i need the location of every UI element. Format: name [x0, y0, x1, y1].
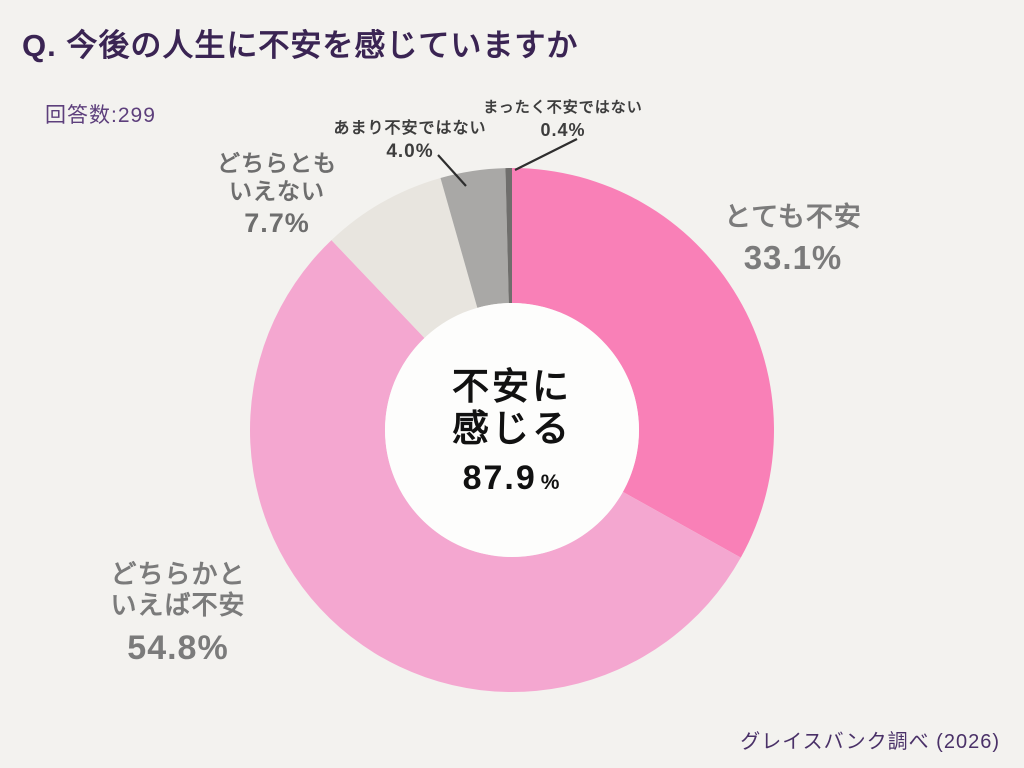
donut-slice-4 [505, 167, 512, 304]
donut-slice-0 [512, 168, 774, 558]
source-credit: グレイスバンク調べ (2026) [740, 731, 1000, 753]
donut-slice-1 [249, 240, 741, 693]
slice-value-text: 7.7% [244, 208, 310, 239]
slice-label-text: まったく不安ではない [483, 99, 643, 116]
slice-label-somewhat-anxious: どちらかと いえば不安 54.8% [110, 559, 245, 668]
slice-value-text: 4.0% [386, 141, 434, 163]
leader-line-not-very-anxious [437, 154, 467, 187]
donut-hole [385, 303, 639, 557]
slice-label-text: いえば不安 [110, 590, 246, 621]
donut-center-summary: 不安に 感じる 87.9% [452, 366, 572, 498]
slice-value-text: 54.8% [127, 629, 229, 668]
slice-label-not-anxious-at-all: まったく不安ではない 0.4% [483, 99, 642, 141]
slice-label-text: どちらかと [110, 559, 246, 589]
center-line-2: 感じる [452, 408, 572, 450]
slice-label-very-anxious: とても不安 33.1% [724, 201, 862, 277]
slice-value-text: 0.4% [540, 120, 586, 140]
slice-label-neither: どちらとも いえない 7.7% [217, 150, 337, 239]
center-unit: % [540, 471, 562, 495]
slice-label-text: とても不安 [724, 202, 862, 232]
slice-label-text: どちらとも [217, 150, 337, 176]
slice-label-text: いえない [229, 177, 325, 204]
leader-line-not-anxious-at-all [514, 138, 578, 171]
donut-slice-2 [331, 177, 478, 338]
slice-value-text: 33.1% [743, 239, 843, 277]
respondents-count: 回答数:299 [45, 104, 156, 127]
page-title: Q. 今後の人生に不安を感じていますか [22, 28, 579, 63]
donut-slices [249, 167, 774, 693]
slice-label-text: あまり不安ではない [333, 120, 487, 137]
center-value-row: 87.9% [452, 459, 572, 498]
donut-slice-3 [440, 168, 509, 308]
center-value: 87.9 [462, 459, 537, 498]
slice-label-not-very-anxious: あまり不安ではない 4.0% [333, 119, 486, 163]
center-line-1: 不安に [452, 366, 572, 407]
